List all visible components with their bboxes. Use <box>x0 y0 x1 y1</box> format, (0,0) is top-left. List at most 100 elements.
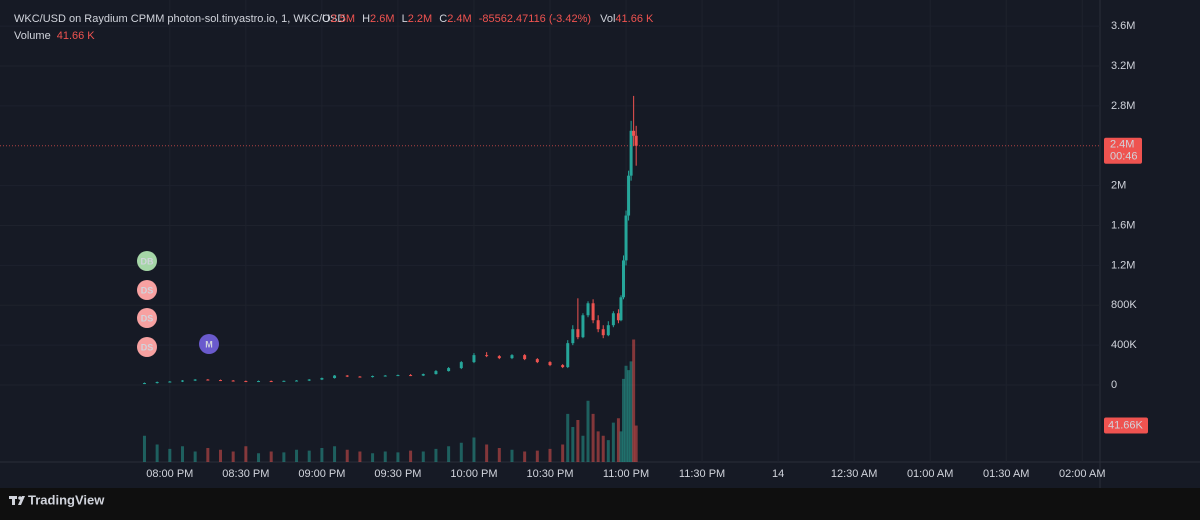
candle-body <box>447 368 451 372</box>
volume-bar <box>611 422 615 462</box>
volume-bar <box>307 450 311 462</box>
x-tick-label: 12:30 AM <box>831 468 877 480</box>
candles <box>142 95 638 385</box>
candle-body <box>180 380 184 382</box>
candle-body <box>421 374 425 376</box>
trade-marker-label: DS <box>141 285 154 295</box>
candle-body <box>333 375 337 379</box>
candle-body <box>576 329 580 338</box>
volume-bar <box>624 365 628 462</box>
volume-bar <box>231 451 235 462</box>
trade-marker-label: DS <box>141 313 154 323</box>
volume-bar <box>358 451 362 462</box>
candle-body <box>155 382 159 384</box>
volume-bar <box>497 448 501 462</box>
volume-bar <box>591 413 595 462</box>
brand: TradingView <box>28 492 105 507</box>
volume-tag-box <box>1104 417 1148 434</box>
x-tick-label: 09:30 PM <box>374 468 421 480</box>
candle-body <box>168 381 172 383</box>
volume-bar <box>566 413 570 462</box>
volume-bar <box>282 452 286 462</box>
volume-bar <box>472 437 476 462</box>
candle-body <box>307 379 311 381</box>
volume-bar <box>627 370 631 462</box>
candle-body <box>142 383 146 385</box>
candle-body <box>472 355 476 363</box>
candle-body <box>571 329 575 344</box>
volume-bar <box>535 450 539 462</box>
chart-background <box>0 0 1200 488</box>
open-value: 2.5M <box>331 13 355 25</box>
volume-bar <box>632 339 636 462</box>
candle-body <box>231 380 235 382</box>
volume-bar <box>206 448 210 462</box>
volume-bar <box>510 449 514 462</box>
y-tick-label: 3.2M <box>1111 60 1135 72</box>
candle-body <box>244 381 248 383</box>
y-tick-label: 2M <box>1111 180 1126 192</box>
candle-body <box>561 365 565 368</box>
candle-body <box>581 315 585 338</box>
candle-body <box>383 375 387 377</box>
candle-body <box>634 135 638 146</box>
y-tick-label: 1.6M <box>1111 219 1135 231</box>
x-tick-label: 10:00 PM <box>450 468 497 480</box>
volume-bar <box>523 451 527 462</box>
volume-bar <box>269 451 273 462</box>
volume-bar <box>485 444 489 462</box>
candle-body <box>510 355 514 359</box>
volume-bar <box>634 425 638 462</box>
candle-body <box>295 380 299 382</box>
candle-body <box>459 362 463 369</box>
symbol: WKC/USD on Raydium CPMM photon-sol.tinya… <box>14 13 345 25</box>
volume-bar <box>622 378 626 462</box>
volume-bar <box>548 448 552 462</box>
candle-body <box>596 320 600 330</box>
close-key: C <box>439 13 447 25</box>
volume-bar <box>396 452 400 462</box>
volume-bar <box>596 431 600 462</box>
candle-body <box>606 325 610 336</box>
candle-body <box>497 356 501 359</box>
price-tag-countdown: 00:46 <box>1110 151 1138 163</box>
candle-body <box>320 378 324 380</box>
candle-body <box>548 362 552 366</box>
trade-marker <box>137 280 157 300</box>
candle-body <box>219 380 223 382</box>
candle-body <box>396 375 400 377</box>
trade-marker-label: DB <box>141 256 154 266</box>
candle-body <box>371 376 375 378</box>
volume-bar <box>333 446 337 462</box>
volume-bar <box>371 453 375 462</box>
volume-bar <box>629 361 633 462</box>
volume-bar <box>345 449 349 462</box>
x-tick-label: 11:00 PM <box>603 468 649 480</box>
trade-marker <box>137 337 157 357</box>
candle-body <box>358 376 362 378</box>
volume-bar <box>257 453 261 462</box>
volume-bar <box>168 448 172 462</box>
vol-value: 41.66 K <box>615 13 654 25</box>
price-tag-label: 2.4M <box>1110 139 1134 151</box>
candle-body <box>632 130 636 136</box>
low-value: 2.2M <box>408 13 432 25</box>
candle-body <box>601 329 605 336</box>
brand-logo <box>9 496 25 505</box>
volume-bar <box>193 451 197 462</box>
x-tick-label: 14 <box>772 468 784 480</box>
x-tick-label: 01:00 AM <box>907 468 953 480</box>
candle-body <box>269 381 273 383</box>
candle-body <box>591 303 595 321</box>
trade-marker <box>137 251 157 271</box>
volume-value: 41.66 K <box>57 30 96 42</box>
candle-body <box>206 379 210 381</box>
candle-body <box>409 375 413 377</box>
volume-bar <box>606 440 610 462</box>
volume-bar <box>616 418 620 462</box>
volume-bar <box>155 444 159 462</box>
trade-marker <box>137 308 157 328</box>
